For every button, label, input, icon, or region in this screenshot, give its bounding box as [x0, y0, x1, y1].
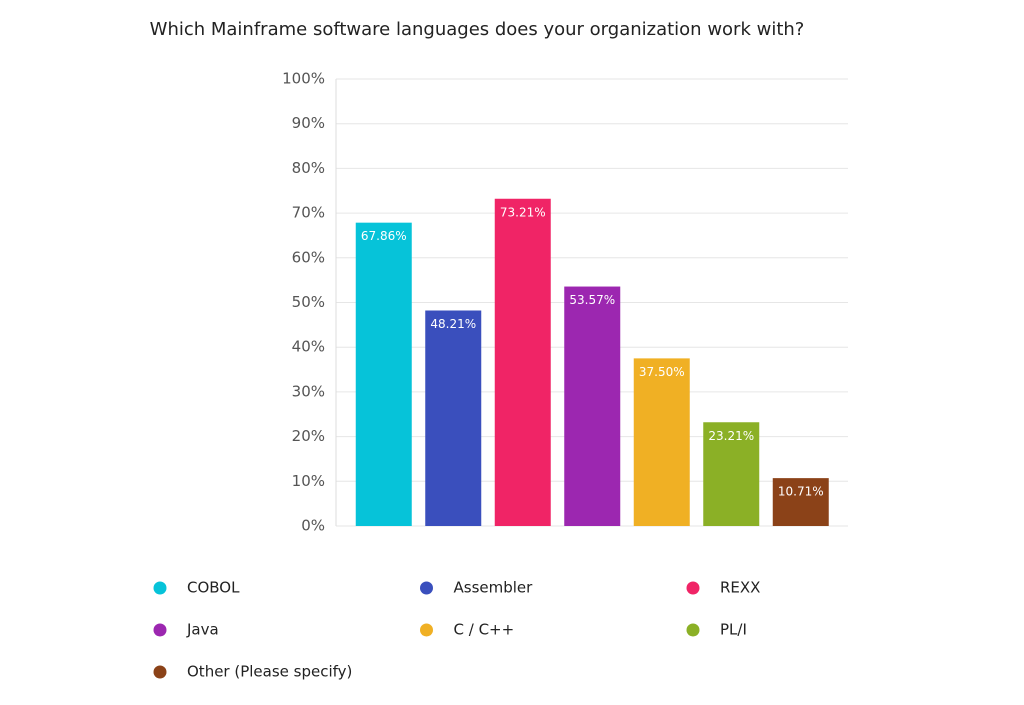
bar — [633, 358, 690, 526]
value-label: 37.50% — [639, 365, 685, 379]
y-tick-label: 70% — [292, 204, 325, 222]
y-tick-label: 100% — [282, 70, 325, 88]
legend-label: COBOL — [187, 579, 240, 597]
y-tick-label: 60% — [292, 248, 325, 266]
bar — [494, 198, 551, 527]
bar — [355, 222, 412, 526]
legend-marker — [153, 581, 167, 595]
legend-marker — [420, 623, 433, 637]
y-tick-label: 80% — [292, 159, 325, 177]
legend-marker — [420, 581, 433, 595]
value-label: 53.57% — [569, 293, 615, 307]
y-tick-label: 20% — [292, 427, 325, 445]
y-tick-label: 90% — [292, 114, 325, 132]
y-tick-label: 10% — [292, 472, 325, 490]
legend-label: REXX — [720, 579, 760, 597]
y-tick-label: 40% — [292, 338, 325, 356]
legend-label: Java — [186, 621, 219, 639]
legend-marker — [686, 581, 700, 595]
legend-label: PL/I — [720, 621, 747, 639]
legend-marker — [153, 623, 167, 637]
legend-label: C / C++ — [454, 621, 515, 639]
y-tick-label: 50% — [292, 293, 325, 311]
value-label: 67.86% — [361, 229, 407, 243]
bar — [425, 310, 482, 526]
value-label: 48.21% — [430, 317, 476, 331]
value-label: 23.21% — [708, 429, 754, 443]
y-tick-label: 30% — [292, 382, 325, 400]
chart-title: Which Mainframe software languages does … — [150, 19, 805, 40]
y-tick-label: 0% — [301, 517, 325, 535]
value-label: 73.21% — [500, 205, 546, 219]
legend-marker — [153, 665, 167, 679]
bar — [772, 478, 829, 526]
legend-label: Assembler — [454, 579, 534, 597]
value-label: 10.71% — [778, 485, 824, 499]
legend-marker — [686, 623, 700, 637]
bar — [703, 422, 760, 526]
legend-label: Other (Please specify) — [187, 663, 352, 681]
bar — [564, 286, 621, 526]
